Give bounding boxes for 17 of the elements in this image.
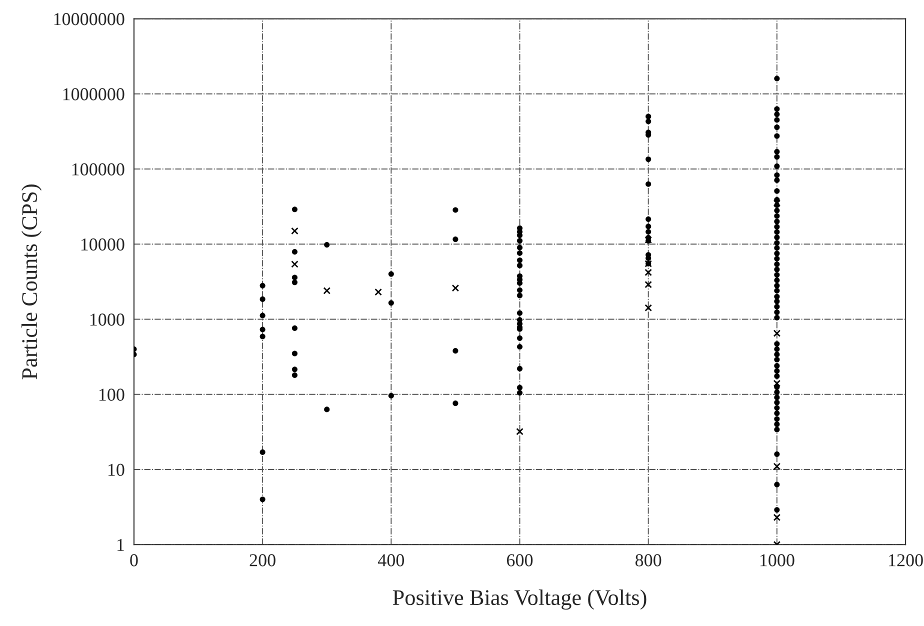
y-tick-label: 10 — [108, 464, 124, 476]
x-tick-label: 1000 — [760, 554, 794, 566]
y-tick-label: 100000 — [72, 163, 124, 176]
x-tick-label: 1200 — [889, 554, 923, 566]
y-tick-label: 10000000 — [54, 13, 124, 26]
x-axis-title: Positive Bias Voltage (Volts) — [392, 589, 646, 610]
x-tick-label: 200 — [250, 554, 276, 566]
y-tick-label: 100 — [99, 388, 124, 401]
y-axis-title: Particle Counts (CPS) — [21, 184, 42, 380]
y-tick-label: 1 — [118, 538, 124, 551]
x-tick-label: 600 — [506, 554, 533, 566]
y-tick-label: 1000 — [90, 314, 124, 326]
x-tick-label: 400 — [378, 554, 404, 566]
x-tick-label: 800 — [635, 554, 662, 566]
x-tick-label: 0 — [130, 554, 138, 566]
y-tick-label: 1000000 — [63, 88, 124, 100]
y-tick-label: 10000 — [81, 238, 124, 251]
